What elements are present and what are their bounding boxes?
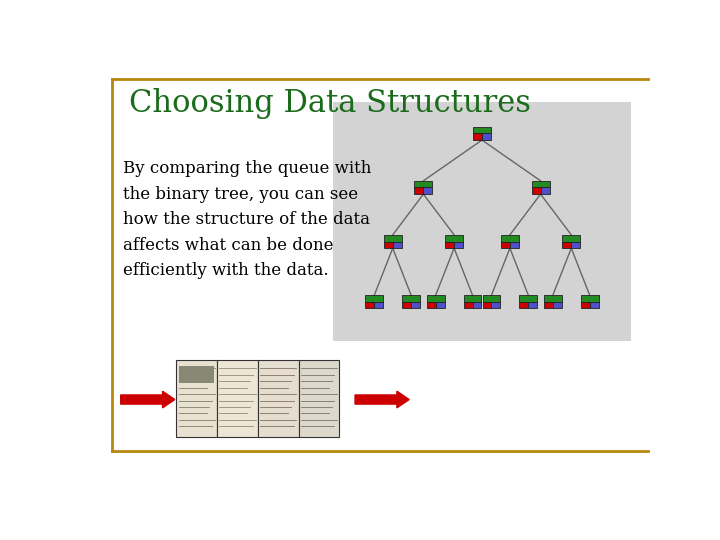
Bar	[581, 302, 590, 308]
Bar	[427, 302, 436, 308]
Bar	[531, 181, 549, 187]
Bar	[374, 302, 383, 308]
Bar	[519, 295, 537, 302]
Bar	[482, 295, 500, 302]
Text: Choosing Data Structures: Choosing Data Structures	[129, 87, 531, 119]
Bar	[590, 302, 598, 308]
Text: By comparing the queue with
the binary tree, you can see
how the structure of th: By comparing the queue with the binary t…	[124, 160, 372, 279]
Bar	[581, 295, 598, 302]
Bar	[176, 360, 217, 437]
Bar	[411, 302, 420, 308]
Bar	[553, 302, 562, 308]
Bar	[464, 302, 472, 308]
Bar	[179, 366, 215, 383]
Bar	[333, 102, 631, 341]
Bar	[510, 241, 519, 248]
Bar	[571, 241, 580, 248]
Bar	[423, 187, 432, 194]
Bar	[217, 360, 258, 437]
Bar	[402, 302, 411, 308]
Bar	[427, 295, 445, 302]
Bar	[392, 241, 402, 248]
Bar	[528, 302, 537, 308]
Bar	[482, 133, 491, 140]
Bar	[415, 187, 423, 194]
Bar	[531, 187, 541, 194]
Bar	[492, 302, 500, 308]
Bar	[472, 302, 482, 308]
Bar	[519, 302, 528, 308]
Bar	[544, 295, 562, 302]
Bar	[402, 295, 420, 302]
Bar	[299, 360, 339, 437]
Bar	[365, 302, 374, 308]
Bar	[415, 181, 432, 187]
Bar	[365, 295, 383, 302]
Bar	[445, 241, 454, 248]
FancyArrow shape	[355, 391, 409, 408]
Bar	[473, 127, 491, 133]
Bar	[501, 235, 519, 241]
Bar	[541, 187, 549, 194]
Bar	[454, 241, 463, 248]
Bar	[473, 133, 482, 140]
Bar	[544, 302, 553, 308]
Bar	[464, 295, 482, 302]
FancyArrow shape	[121, 391, 175, 408]
Bar	[445, 235, 463, 241]
Bar	[384, 241, 392, 248]
Bar	[562, 235, 580, 241]
Bar	[562, 241, 571, 248]
Bar	[258, 360, 299, 437]
Bar	[482, 302, 492, 308]
Bar	[436, 302, 445, 308]
Bar	[501, 241, 510, 248]
Bar	[384, 235, 402, 241]
